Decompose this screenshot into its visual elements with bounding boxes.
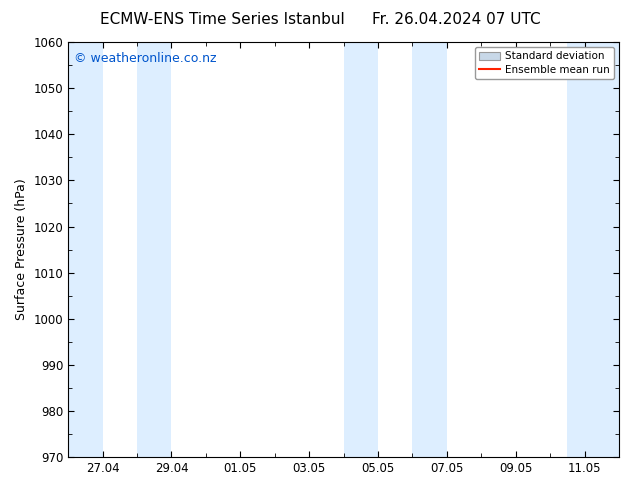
Text: © weatheronline.co.nz: © weatheronline.co.nz [74, 52, 216, 66]
Y-axis label: Surface Pressure (hPa): Surface Pressure (hPa) [15, 179, 28, 320]
Bar [68, 42, 103, 457]
Text: ECMW-ENS Time Series Istanbul: ECMW-ENS Time Series Istanbul [100, 12, 344, 27]
Bar [344, 42, 378, 457]
Bar [413, 42, 447, 457]
Bar [567, 42, 619, 457]
Text: Fr. 26.04.2024 07 UTC: Fr. 26.04.2024 07 UTC [372, 12, 541, 27]
Legend: Standard deviation, Ensemble mean run: Standard deviation, Ensemble mean run [475, 47, 614, 79]
Bar [137, 42, 171, 457]
